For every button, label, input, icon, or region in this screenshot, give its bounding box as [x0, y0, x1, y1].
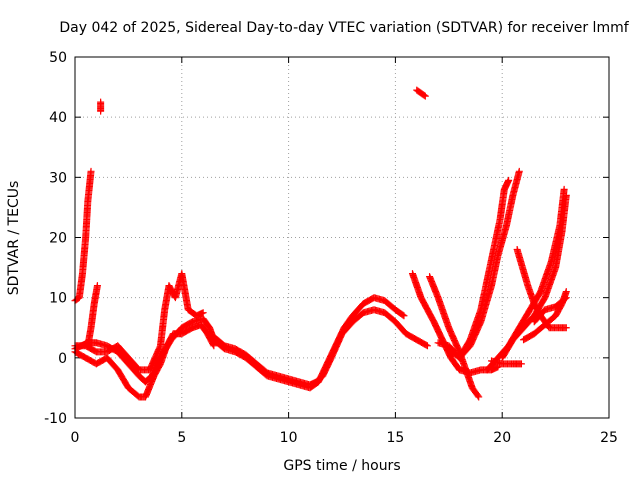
plus-marker [475, 393, 483, 401]
data-series [84, 282, 101, 350]
y-tick-label: 30 [49, 170, 67, 186]
plus-marker [517, 360, 525, 368]
x-tick-label: 0 [71, 430, 80, 446]
plus-marker [420, 91, 428, 99]
data-series [498, 191, 570, 362]
plus-marker [515, 167, 523, 175]
plus-marker [505, 176, 513, 184]
y-tick-label: -10 [44, 411, 67, 427]
plus-marker [423, 342, 431, 350]
x-tick-label: 5 [177, 430, 186, 446]
plus-marker [400, 312, 408, 320]
data-series [210, 294, 408, 392]
plus-marker [562, 288, 570, 296]
plus-marker [421, 92, 429, 100]
plus-marker [87, 167, 95, 175]
plus-marker [422, 341, 430, 349]
y-tick-label: 0 [58, 351, 67, 367]
plus-marker [399, 311, 407, 319]
plot-frame [74, 56, 610, 419]
plus-marker [93, 282, 101, 290]
data-series [97, 98, 105, 115]
plus-marker [210, 342, 218, 350]
chart-title: Day 042 of 2025, Sidereal Day-to-day VTE… [59, 20, 629, 36]
x-tick-label: 25 [600, 430, 618, 446]
x-tick-label: 20 [493, 430, 511, 446]
plus-marker [562, 294, 570, 302]
y-tick-label: 50 [49, 50, 67, 66]
data-series [408, 270, 502, 377]
data-series [71, 321, 218, 401]
x-axis-label: GPS time / hours [283, 458, 400, 474]
plus-marker [560, 185, 568, 193]
plot-area [71, 86, 570, 401]
y-tick-label: 20 [49, 231, 67, 247]
plus-marker [97, 98, 105, 106]
data-series [445, 167, 523, 362]
data-series [530, 294, 570, 326]
y-axis-label: SDTVAR / TECUs [6, 181, 22, 296]
plus-marker [561, 295, 569, 303]
plus-marker [562, 191, 570, 199]
x-tick-label: 10 [280, 430, 298, 446]
plus-marker [474, 392, 482, 400]
data-series [413, 86, 429, 100]
plus-marker [562, 324, 570, 332]
plus-marker [199, 309, 207, 317]
y-tick-label: 10 [49, 291, 67, 307]
x-tick-label: 15 [386, 430, 404, 446]
data-series [71, 167, 95, 305]
y-tick-label: 40 [49, 110, 67, 126]
